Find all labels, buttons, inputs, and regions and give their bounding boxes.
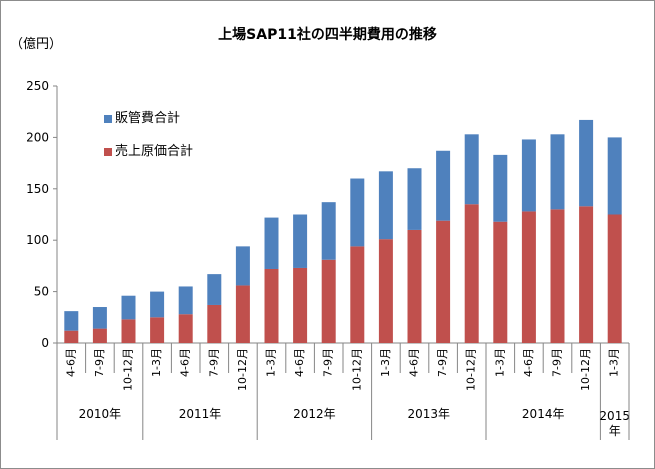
bar-segment-cogs [464,204,479,343]
bar-segment-cogs [178,314,193,343]
bar-segment-cogs [293,267,308,343]
bar-segment-cogs [64,330,79,343]
y-axis-unit-label: （億円） [10,37,63,52]
bar-segment-cogs [235,285,250,343]
x-category-label: 1-3月 [379,348,392,377]
chart-title: 上場SAP11社の四半期費用の推移 [218,27,437,43]
x-category-label: 4-6月 [293,348,306,377]
legend-label-cogs: 売上原価合計 [115,144,194,159]
x-category-label: 7-9月 [93,348,106,377]
y-tick-label: 150 [26,182,49,196]
bar-segment-sga [436,150,451,221]
bar-segment-sga [321,202,336,260]
bar-segment-cogs [207,304,222,343]
bar-segment-sga [493,154,508,222]
year-group-label: 2013年 [408,407,451,421]
x-category-label: 4-6月 [64,348,77,377]
legend-swatch-cogs [104,148,112,156]
x-category-label: 10-12月 [122,348,135,391]
bar-segment-cogs [321,259,336,343]
bar-segment-sga [378,171,393,240]
x-category-label: 7-9月 [551,348,564,377]
bar-segment-cogs [350,246,365,343]
bar-segment-sga [464,134,479,205]
y-tick-label: 200 [26,130,49,144]
year-group-label: 2010年 [79,407,122,421]
bar-segment-sga [207,274,222,305]
bar-segment-cogs [493,221,508,343]
bar-segment-cogs [264,268,279,343]
bar-segment-sga [121,295,136,320]
x-category-label: 10-12月 [579,348,592,391]
year-group-label: 2014年 [522,407,565,421]
x-category-label: 1-3月 [608,348,621,377]
x-category-label: 4-6月 [408,348,421,377]
year-group-label: 2011年 [179,407,222,421]
bar-segment-sga [550,134,565,210]
bar-segment-sga [178,286,193,315]
x-category-label: 4-6月 [522,348,535,377]
bar-segment-sga [235,246,250,286]
bar-segment-cogs [407,229,422,343]
bar-segment-sga [607,137,622,215]
bar-segment-cogs [150,317,165,343]
x-category-label: 1-3月 [150,348,163,377]
x-category-label: 4-6月 [179,348,192,377]
x-category-label: 10-12月 [236,348,249,391]
bar-segment-cogs [92,328,107,343]
bar-segment-sga [579,119,594,207]
x-category-label: 7-9月 [207,348,220,377]
bar-segment-sga [92,307,107,329]
x-category-label: 10-12月 [350,348,363,391]
bar-segment-sga [350,178,365,247]
bar-segment-cogs [436,220,451,343]
bar-segment-sga [293,214,308,268]
year-group-label: 2015 年 [599,409,630,438]
bar-segment-sga [64,311,79,331]
y-tick-label: 50 [34,285,49,299]
y-tick-label: 250 [26,79,49,93]
bar-segment-cogs [550,209,565,343]
x-category-label: 10-12月 [465,348,478,391]
year-group-label: 2012年 [293,407,336,421]
x-category-label: 7-9月 [436,348,449,377]
legend-swatch-sga [104,115,112,123]
bar-segment-cogs [378,239,393,343]
bar-segment-cogs [521,211,536,343]
x-category-label: 7-9月 [322,348,335,377]
x-category-label: 1-3月 [493,348,506,377]
bar-segment-sga [150,291,165,318]
bar-segment-sga [407,168,422,230]
y-tick-label: 100 [26,233,49,247]
bar-segment-cogs [579,206,594,343]
legend-label-sga: 販管費合計 [115,111,181,126]
y-tick-label: 0 [41,336,49,350]
bar-segment-cogs [607,214,622,343]
bar-segment-sga [521,139,536,212]
x-category-label: 1-3月 [265,348,278,377]
bar-segment-cogs [121,319,136,343]
bar-segment-sga [264,217,279,269]
